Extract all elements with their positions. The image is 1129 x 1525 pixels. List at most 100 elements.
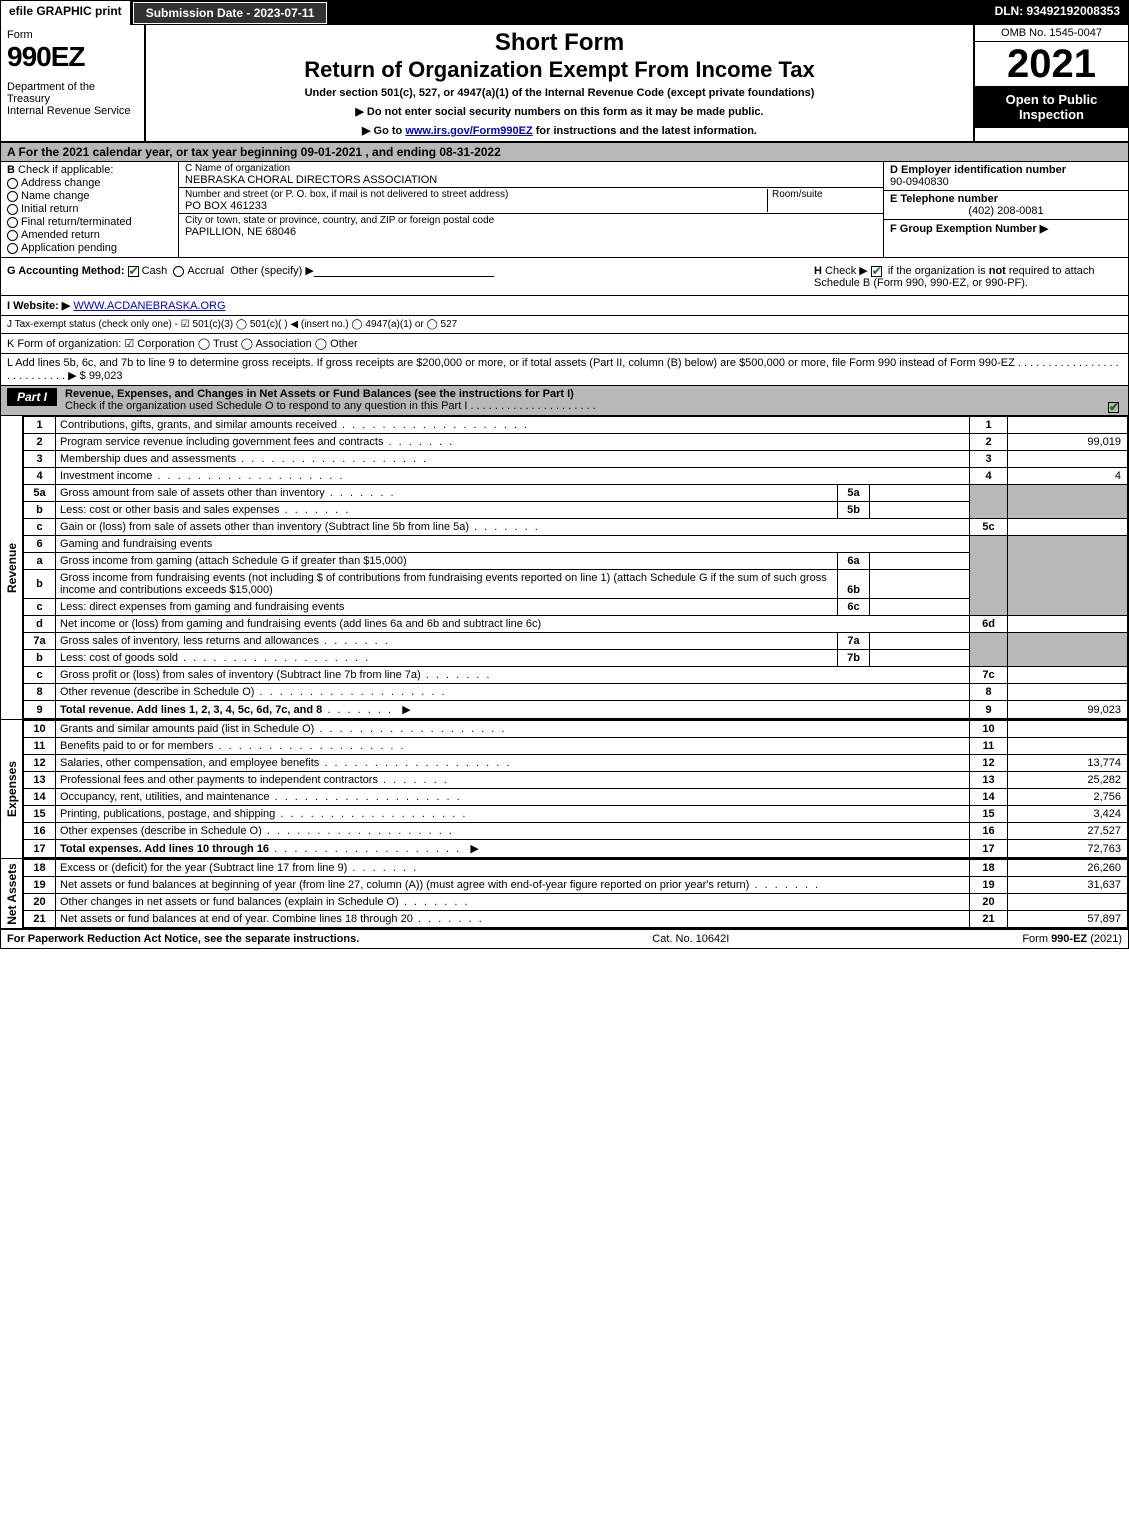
expenses-block: Expenses 10Grants and similar amounts pa…	[1, 720, 1128, 859]
box-def: D Employer identification number 90-0940…	[883, 162, 1128, 257]
org-city: PAPILLION, NE 68046	[185, 226, 877, 238]
line-12: 12Salaries, other compensation, and empl…	[24, 755, 1128, 772]
open-to-public: Open to Public Inspection	[975, 86, 1128, 128]
ein-value: 90-0940830	[890, 176, 1122, 188]
revenue-table: 1Contributions, gifts, grants, and simil…	[23, 416, 1128, 719]
c-name-label: C Name of organization	[185, 163, 877, 174]
cb-part1-schedule-o[interactable]	[1108, 402, 1119, 413]
part1-title: Revenue, Expenses, and Changes in Net As…	[57, 388, 1108, 412]
tax-year: 2021	[975, 42, 1128, 86]
org-address: PO BOX 461233	[185, 200, 767, 212]
line-1: 1Contributions, gifts, grants, and simil…	[24, 417, 1128, 434]
revenue-block: Revenue 1Contributions, gifts, grants, a…	[1, 416, 1128, 720]
other-specify-input[interactable]	[314, 265, 494, 277]
website-link[interactable]: WWW.ACDANEBRASKA.ORG	[73, 300, 225, 312]
line-6c: cLess: direct expenses from gaming and f…	[24, 599, 1128, 616]
line-18: 18Excess or (deficit) for the year (Subt…	[24, 860, 1128, 877]
line-14: 14Occupancy, rent, utilities, and mainte…	[24, 789, 1128, 806]
row-l: L Add lines 5b, 6c, and 7b to line 9 to …	[1, 354, 1128, 386]
header: Form 990EZ Department of the Treasury In…	[1, 25, 1128, 143]
cb-initial-return[interactable]: Initial return	[7, 203, 172, 215]
efile-graphic-print: efile GRAPHIC print	[1, 1, 132, 25]
line-7b: bLess: cost of goods sold7b	[24, 650, 1128, 667]
expenses-table: 10Grants and similar amounts paid (list …	[23, 720, 1128, 858]
part1-check: Check if the organization used Schedule …	[65, 400, 467, 412]
line-21: 21Net assets or fund balances at end of …	[24, 911, 1128, 928]
cb-address-change[interactable]: Address change	[7, 177, 172, 189]
line-11: 11Benefits paid to or for members11	[24, 738, 1128, 755]
topbar: efile GRAPHIC print Submission Date - 20…	[1, 1, 1128, 25]
c-name-row: C Name of organization NEBRASKA CHORAL D…	[179, 162, 883, 188]
h-text: H Check ▶ if the organization is not req…	[814, 265, 1095, 289]
c-addr-label: Number and street (or P. O. box, if mail…	[185, 189, 767, 200]
note-goto: ▶ Go to www.irs.gov/Form990EZ for instru…	[154, 124, 965, 137]
g-label: G Accounting Method:	[7, 265, 125, 277]
org-name: NEBRASKA CHORAL DIRECTORS ASSOCIATION	[185, 174, 877, 186]
cb-final-return[interactable]: Final return/terminated	[7, 216, 172, 228]
department: Department of the Treasury Internal Reve…	[7, 81, 138, 117]
box-b: B Check if applicable: Address change Na…	[1, 162, 179, 257]
line-5b: bLess: cost or other basis and sales exp…	[24, 502, 1128, 519]
section-gh: G Accounting Method: Cash Accrual Other …	[1, 258, 1128, 296]
cb-h[interactable]	[871, 266, 882, 277]
line-6d: dNet income or (loss) from gaming and fu…	[24, 616, 1128, 633]
b-check-if: Check if applicable:	[18, 164, 113, 176]
row-k: K Form of organization: ☑ Corporation ◯ …	[1, 334, 1128, 354]
row-i: I Website: ▶ WWW.ACDANEBRASKA.ORG	[1, 296, 1128, 316]
box-c: C Name of organization NEBRASKA CHORAL D…	[179, 162, 883, 257]
note2-post: for instructions and the latest informat…	[533, 125, 757, 137]
dln-number: DLN: 93492192008353	[987, 1, 1128, 25]
cb-accrual[interactable]	[173, 266, 184, 277]
topbar-spacer	[328, 1, 986, 25]
line-2: 2Program service revenue including gover…	[24, 434, 1128, 451]
line-4: 4Investment income44	[24, 468, 1128, 485]
header-left: Form 990EZ Department of the Treasury In…	[1, 25, 146, 141]
header-right: OMB No. 1545-0047 2021 Open to Public In…	[973, 25, 1128, 141]
note2-pre: ▶ Go to	[362, 125, 405, 137]
subtitle: Under section 501(c), 527, or 4947(a)(1)…	[154, 87, 965, 99]
row-a-tax-year: A For the 2021 calendar year, or tax yea…	[1, 143, 1128, 162]
line-13: 13Professional fees and other payments t…	[24, 772, 1128, 789]
c-room-label: Room/suite	[772, 189, 877, 200]
cb-amended-return[interactable]: Amended return	[7, 229, 172, 241]
line-7c: cGross profit or (loss) from sales of in…	[24, 667, 1128, 684]
i-label: I Website: ▶	[7, 300, 70, 312]
c-addr-row: Number and street (or P. O. box, if mail…	[179, 188, 883, 214]
f-label: F Group Exemption Number ▶	[890, 222, 1122, 235]
c-city-label: City or town, state or province, country…	[185, 215, 877, 226]
e-row: E Telephone number (402) 208-0081	[884, 191, 1128, 220]
short-form-title: Short Form	[154, 29, 965, 57]
phone-value: (402) 208-0081	[890, 205, 1122, 217]
part1-label: Part I	[7, 388, 57, 406]
line-19: 19Net assets or fund balances at beginni…	[24, 877, 1128, 894]
netassets-block: Net Assets 18Excess or (deficit) for the…	[1, 859, 1128, 930]
row-j: J Tax-exempt status (check only one) - ☑…	[1, 316, 1128, 334]
line-6a: aGross income from gaming (attach Schedu…	[24, 553, 1128, 570]
line-8: 8Other revenue (describe in Schedule O)8	[24, 684, 1128, 701]
section-bcdef: B Check if applicable: Address change Na…	[1, 162, 1128, 258]
footer-left: For Paperwork Reduction Act Notice, see …	[7, 933, 359, 945]
main-title: Return of Organization Exempt From Incom…	[154, 57, 965, 83]
note-ssn: ▶ Do not enter social security numbers o…	[154, 105, 965, 118]
line-17: 17Total expenses. Add lines 10 through 1…	[24, 840, 1128, 858]
line-15: 15Printing, publications, postage, and s…	[24, 806, 1128, 823]
line-16: 16Other expenses (describe in Schedule O…	[24, 823, 1128, 840]
cb-name-change[interactable]: Name change	[7, 190, 172, 202]
line-3: 3Membership dues and assessments3	[24, 451, 1128, 468]
line-10: 10Grants and similar amounts paid (list …	[24, 721, 1128, 738]
d-row: D Employer identification number 90-0940…	[884, 162, 1128, 191]
footer-right: Form 990-EZ (2021)	[1022, 933, 1122, 945]
form-number: 990EZ	[7, 41, 138, 73]
form-word: Form	[7, 29, 138, 41]
d-label: D Employer identification number	[890, 164, 1122, 176]
irs-link[interactable]: www.irs.gov/Form990EZ	[405, 125, 532, 137]
f-row: F Group Exemption Number ▶	[884, 220, 1128, 237]
line-5a: 5aGross amount from sale of assets other…	[24, 485, 1128, 502]
footer: For Paperwork Reduction Act Notice, see …	[1, 930, 1128, 948]
e-label: E Telephone number	[890, 193, 1122, 205]
cb-application-pending[interactable]: Application pending	[7, 242, 172, 254]
revenue-side-label: Revenue	[1, 416, 23, 719]
line-6b: bGross income from fundraising events (n…	[24, 570, 1128, 599]
footer-center: Cat. No. 10642I	[359, 933, 1022, 945]
cb-cash[interactable]	[128, 266, 139, 277]
